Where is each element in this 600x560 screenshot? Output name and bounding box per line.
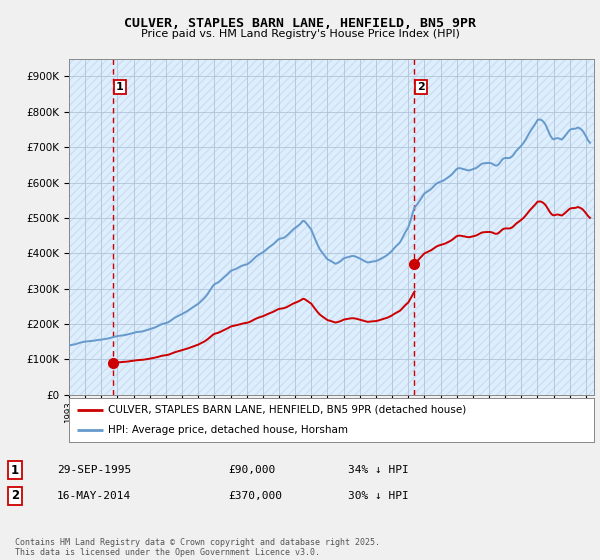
Text: 30% ↓ HPI: 30% ↓ HPI xyxy=(348,491,409,501)
Text: 2: 2 xyxy=(11,489,19,502)
Text: 1: 1 xyxy=(116,82,124,92)
Text: £370,000: £370,000 xyxy=(228,491,282,501)
Text: 29-SEP-1995: 29-SEP-1995 xyxy=(57,465,131,475)
Text: £90,000: £90,000 xyxy=(228,465,275,475)
Text: 16-MAY-2014: 16-MAY-2014 xyxy=(57,491,131,501)
Text: Contains HM Land Registry data © Crown copyright and database right 2025.
This d: Contains HM Land Registry data © Crown c… xyxy=(15,538,380,557)
Text: Price paid vs. HM Land Registry's House Price Index (HPI): Price paid vs. HM Land Registry's House … xyxy=(140,29,460,39)
Text: CULVER, STAPLES BARN LANE, HENFIELD, BN5 9PR: CULVER, STAPLES BARN LANE, HENFIELD, BN5… xyxy=(124,17,476,30)
Text: CULVER, STAPLES BARN LANE, HENFIELD, BN5 9PR (detached house): CULVER, STAPLES BARN LANE, HENFIELD, BN5… xyxy=(109,405,467,415)
Text: 2: 2 xyxy=(417,82,425,92)
Bar xyxy=(69,59,594,395)
Text: 1: 1 xyxy=(11,464,19,477)
Text: 34% ↓ HPI: 34% ↓ HPI xyxy=(348,465,409,475)
Text: HPI: Average price, detached house, Horsham: HPI: Average price, detached house, Hors… xyxy=(109,425,349,435)
